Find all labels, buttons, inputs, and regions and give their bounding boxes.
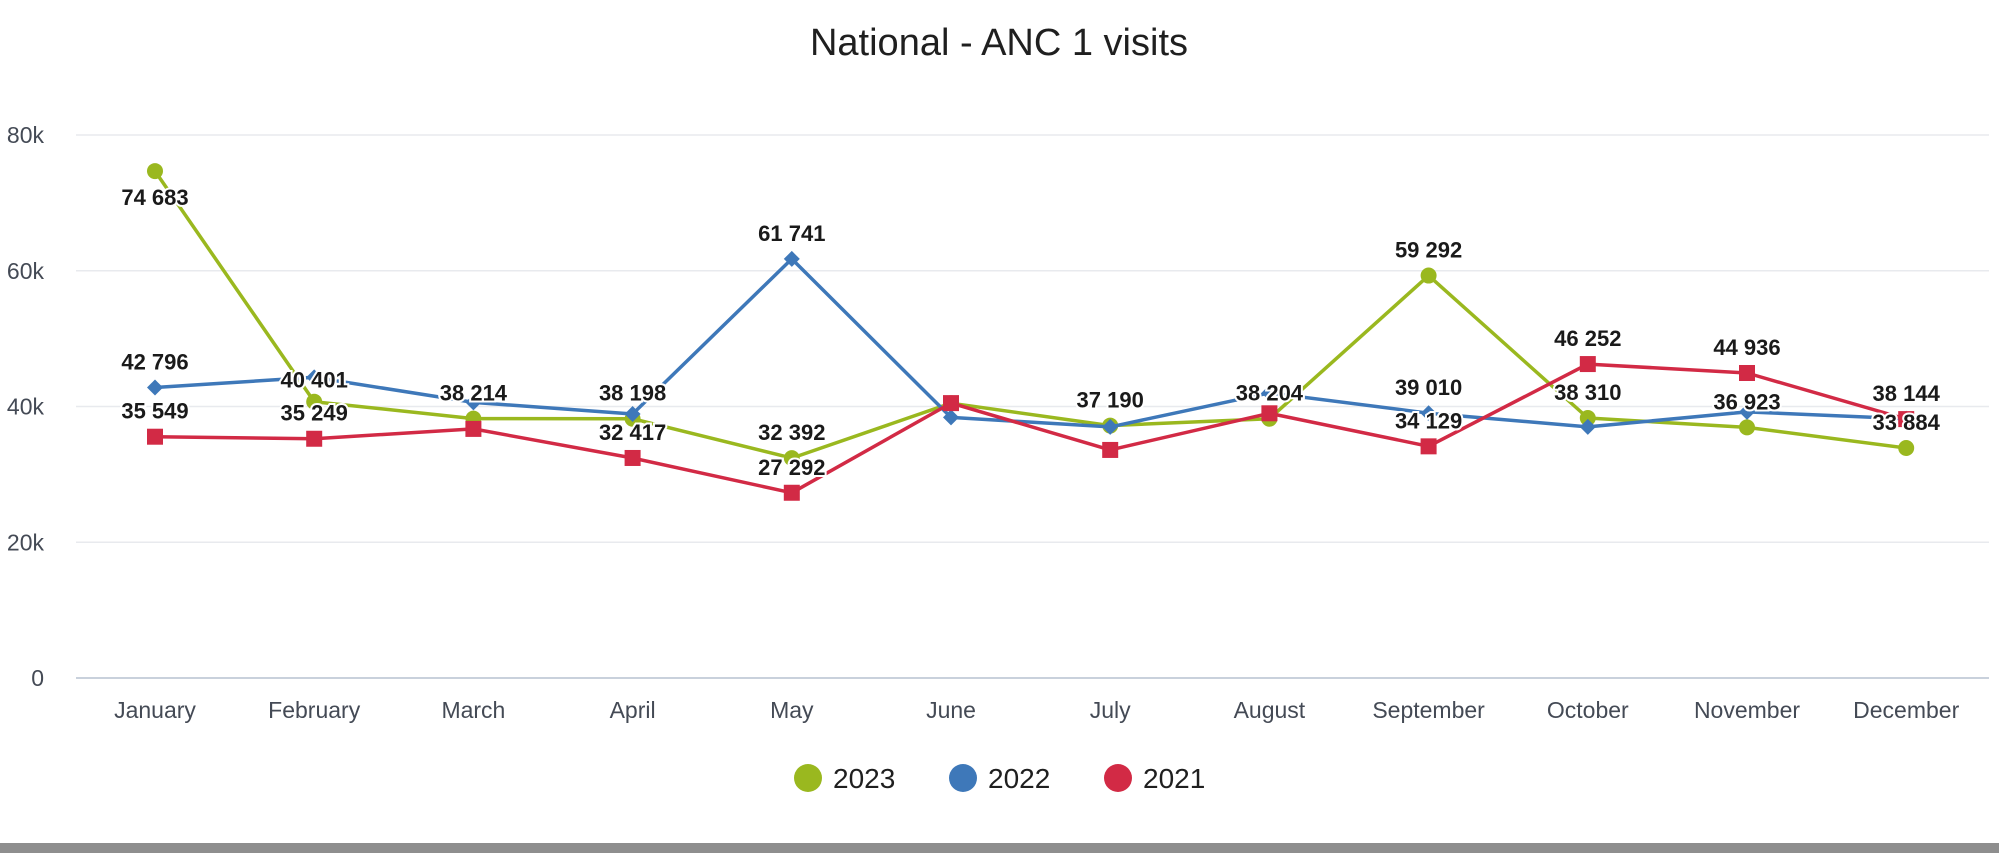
data-label-2022: 61 741 — [758, 221, 825, 246]
data-label-2021: 38 144 — [1873, 381, 1941, 406]
point-2023 — [1739, 419, 1755, 436]
data-labels: 74 683 38 214 38 198 32 392 37 190 38 204 59 2… — [119, 183, 1942, 482]
point-2021 — [465, 420, 482, 437]
data-label-2023: 38 198 — [599, 381, 666, 406]
legend-swatch-2021 — [1104, 764, 1132, 792]
data-label-2021: 46 252 — [1554, 326, 1621, 351]
data-label-2022: 42 796 — [121, 350, 188, 375]
legend-swatch-2023 — [794, 764, 822, 792]
point-2022 — [306, 369, 323, 386]
point-2023 — [147, 163, 163, 180]
x-tick-label: September — [1372, 697, 1485, 723]
x-tick-label: August — [1234, 697, 1306, 723]
y-axis: 0 20k 40k 60k 80k — [7, 122, 45, 691]
data-label-2023: 36 923 — [1713, 389, 1780, 414]
point-2021 — [1739, 364, 1755, 381]
x-tick-label: April — [610, 697, 656, 723]
legend-item-2023[interactable]: 2023 — [794, 763, 895, 794]
point-2023 — [1898, 440, 1915, 457]
point-2021 — [783, 484, 800, 501]
data-label-2023: 33 884 — [1873, 410, 1941, 435]
data-label-2021: 34 129 — [1395, 408, 1462, 433]
legend-label-2023: 2023 — [833, 763, 895, 794]
legend[interactable]: 2023 2022 2021 — [794, 763, 1205, 794]
data-label-2023: 38 310 — [1554, 380, 1621, 405]
legend-label-2022: 2022 — [988, 763, 1050, 794]
point-2021 — [624, 449, 641, 466]
x-tick-label: March — [441, 697, 505, 723]
point-2022 — [783, 250, 800, 267]
x-tick-label: February — [268, 697, 361, 723]
x-tick-label: May — [770, 697, 814, 723]
series-lines — [147, 163, 1915, 501]
data-label-2021: 27 292 — [758, 455, 825, 480]
grid-lines — [76, 134, 1989, 679]
point-2023 — [783, 450, 800, 467]
chart-title: National - ANC 1 visits — [810, 22, 1188, 64]
data-label-2021: 32 417 — [599, 420, 666, 445]
point-2023 — [1579, 409, 1596, 426]
point-2023 — [306, 393, 323, 410]
point-2022 — [1102, 418, 1119, 435]
x-tick-label: November — [1694, 697, 1800, 723]
point-2021 — [1420, 438, 1437, 455]
data-label-2023: 59 292 — [1395, 238, 1462, 263]
y-tick-label: 60k — [7, 258, 45, 284]
point-2021 — [1898, 411, 1915, 428]
y-tick-label: 40k — [7, 394, 45, 420]
point-2021 — [1579, 356, 1596, 373]
point-2021 — [147, 428, 163, 445]
x-tick-label: December — [1853, 697, 1959, 723]
data-label-2022: 40 401 — [281, 367, 348, 392]
point-2021 — [306, 430, 323, 447]
point-2021 — [1102, 441, 1119, 458]
data-label-2021: 35 549 — [121, 399, 188, 424]
data-label-2023: 74 683 — [121, 185, 188, 210]
series-line-2023 — [153, 170, 1907, 460]
data-label-2023: 38 214 — [440, 381, 508, 406]
legend-item-2022[interactable]: 2022 — [949, 763, 1050, 794]
point-2022 — [465, 394, 482, 411]
series-line-2021 — [154, 362, 1907, 495]
point-2022 — [1739, 403, 1755, 420]
point-2022 — [943, 409, 959, 426]
window-bottom-edge — [0, 843, 1999, 853]
point-2022 — [1420, 405, 1437, 422]
data-label-2023: 37 190 — [1077, 388, 1144, 413]
legend-swatch-2022 — [949, 764, 977, 792]
y-tick-label: 0 — [31, 665, 44, 691]
legend-label-2021: 2021 — [1143, 763, 1205, 794]
x-tick-label: January — [114, 697, 196, 723]
series-line-2022 — [154, 257, 1907, 429]
point-2022 — [624, 405, 641, 422]
point-2022 — [1261, 384, 1278, 401]
point-2021 — [1261, 405, 1278, 422]
point-2022 — [1579, 418, 1596, 435]
point-2022 — [147, 379, 163, 396]
data-label-2022: 39 010 — [1395, 375, 1462, 400]
x-axis: January February March April May June July Augu… — [114, 697, 1959, 723]
x-tick-label: October — [1547, 697, 1629, 723]
data-label-2021: 35 249 — [281, 401, 348, 426]
legend-item-2021[interactable]: 2021 — [1104, 763, 1205, 794]
data-label-2021: 44 936 — [1713, 335, 1780, 360]
x-tick-label: June — [926, 697, 976, 723]
point-2021 — [943, 395, 959, 412]
x-tick-label: July — [1090, 697, 1131, 723]
data-label-2023: 38 204 — [1236, 381, 1304, 406]
data-label-2023: 32 392 — [758, 420, 825, 445]
point-2023 — [1420, 267, 1437, 284]
y-tick-label: 20k — [7, 529, 45, 555]
y-tick-label: 80k — [7, 122, 45, 148]
